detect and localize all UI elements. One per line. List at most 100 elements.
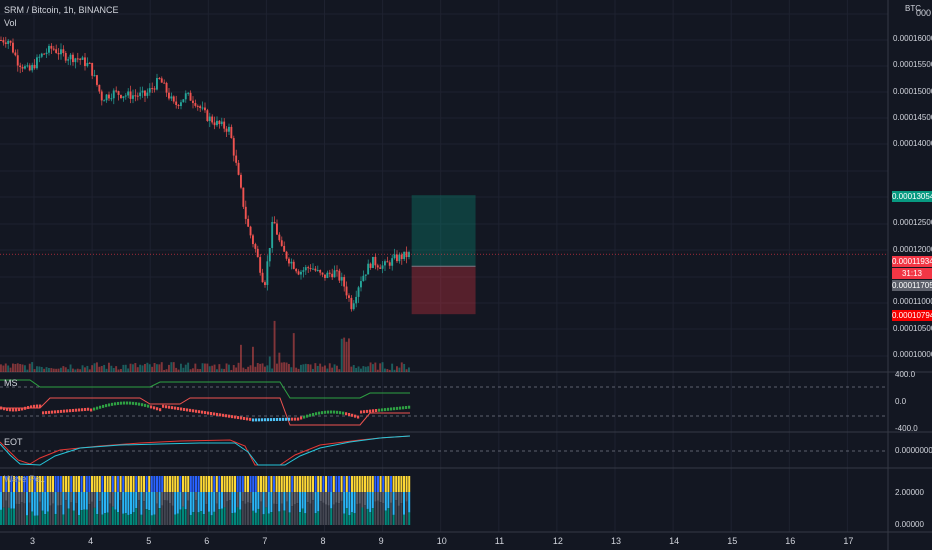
- wave-bar-top: [197, 476, 200, 492]
- ms-oscillator-dot: [78, 408, 81, 412]
- ms-oscillator-dot: [96, 406, 99, 410]
- wave-bar-mid: [31, 492, 34, 512]
- candle-body: [333, 270, 336, 278]
- volume-bar: [50, 368, 53, 372]
- wave-bar-top: [13, 476, 15, 492]
- wave-bar-mid: [254, 492, 257, 513]
- wave-bar-mid: [231, 492, 234, 514]
- candle-body: [180, 102, 182, 106]
- candle-body: [314, 268, 317, 271]
- wave-bar-top: [236, 476, 239, 492]
- wave-bar-mid: [49, 492, 52, 506]
- candle-body: [127, 91, 130, 96]
- candle-body: [134, 95, 137, 97]
- wave-bar-mid: [18, 492, 21, 505]
- volume-bar: [211, 365, 214, 372]
- wave-bar-low: [244, 503, 247, 525]
- price-tick-label: 0.00016000: [893, 34, 932, 43]
- wave-bar-mid: [239, 492, 242, 510]
- wave-bar-top: [288, 476, 291, 492]
- volume-label[interactable]: Vol: [4, 18, 17, 28]
- candle-body: [52, 48, 55, 50]
- wave-bar-top: [379, 476, 382, 492]
- time-tick-label: 11: [494, 536, 505, 546]
- wave-bar-low: [257, 508, 260, 525]
- ms-oscillator-dot: [192, 409, 195, 413]
- wave-bar-top: [317, 476, 320, 492]
- volume-bar: [283, 362, 286, 372]
- ms-oscillator-dot: [153, 406, 156, 410]
- symbol-label[interactable]: SRM / Bitcoin, 1h, BINANCE: [4, 5, 119, 15]
- volume-bar: [384, 368, 386, 372]
- wave-bar-top: [208, 476, 210, 492]
- wave-pane-title[interactable]: Wave Pe..: [4, 474, 46, 484]
- wave-bar-mid: [176, 492, 179, 514]
- candle-body: [163, 82, 166, 84]
- time-tick-label: 6: [204, 536, 210, 546]
- volume-bar: [374, 362, 377, 372]
- candle-body: [48, 45, 50, 53]
- candle-body: [177, 105, 180, 107]
- candle-body: [84, 57, 86, 67]
- wave-bar-mid: [223, 492, 226, 508]
- wave-bar-mid: [85, 492, 88, 510]
- wave-bar-low: [366, 508, 369, 525]
- wave-bar-top: [257, 476, 260, 492]
- volume-bar: [52, 368, 55, 372]
- ms-oscillator-dot: [81, 408, 84, 412]
- ms-oscillator-dot: [207, 411, 210, 415]
- wave-bar-top: [384, 476, 387, 492]
- wave-bar-top: [301, 476, 304, 492]
- volume-bar: [132, 364, 134, 372]
- wave-bar-top: [262, 476, 265, 492]
- wave-bar-top: [353, 476, 356, 492]
- volume-bar: [235, 367, 238, 372]
- eot-pane-title[interactable]: EOT: [4, 437, 23, 447]
- ms-oscillator-dot: [9, 408, 12, 412]
- volume-bar: [369, 362, 372, 372]
- wave-bar-mid: [291, 492, 294, 507]
- volume-bar: [244, 369, 247, 372]
- wave-bar-top: [130, 476, 132, 492]
- ms-oscillator-dot: [201, 410, 204, 414]
- wave-bar-mid: [257, 492, 260, 509]
- wave-bar-low: [182, 506, 184, 525]
- volume-bar: [64, 367, 67, 372]
- volume-bar: [180, 363, 182, 372]
- wave-bar-mid: [322, 492, 325, 503]
- candle-body: [199, 106, 202, 109]
- volume-bar: [240, 344, 242, 372]
- wave-bar-low: [322, 502, 325, 525]
- candle-body: [156, 78, 158, 90]
- wave-bar-low: [202, 514, 205, 525]
- volume-bar: [324, 365, 326, 372]
- time-tick-label: 17: [843, 536, 854, 546]
- volume-bar: [12, 363, 14, 372]
- ms-oscillator-dot: [279, 417, 282, 421]
- current-price-badge: 0.00011934: [892, 256, 932, 267]
- candle-body: [148, 88, 151, 93]
- volume-bar: [247, 366, 250, 372]
- wave-bar-low: [403, 514, 405, 525]
- wave-bar-top: [280, 476, 283, 492]
- wave-bar-mid: [10, 492, 13, 509]
- candle-body: [326, 272, 329, 278]
- volume-bar: [26, 369, 29, 372]
- candle-body: [336, 270, 338, 272]
- wave-bar-top: [332, 476, 335, 492]
- volume-bar: [93, 363, 96, 372]
- ms-pane-title[interactable]: MS: [4, 378, 18, 388]
- ms-oscillator-dot: [222, 413, 225, 417]
- candle-body: [367, 263, 370, 275]
- volume-bar: [117, 369, 120, 372]
- wave-bar-low: [93, 507, 96, 525]
- wave-bar-top: [252, 476, 255, 492]
- wave-bar-low: [223, 507, 226, 525]
- wave-bar-mid: [392, 492, 395, 515]
- candle-body: [12, 42, 14, 53]
- wave-bar-low: [317, 511, 320, 525]
- wave-bar-low: [351, 512, 353, 525]
- candle-body: [36, 57, 38, 69]
- wave-bar-low: [262, 514, 265, 525]
